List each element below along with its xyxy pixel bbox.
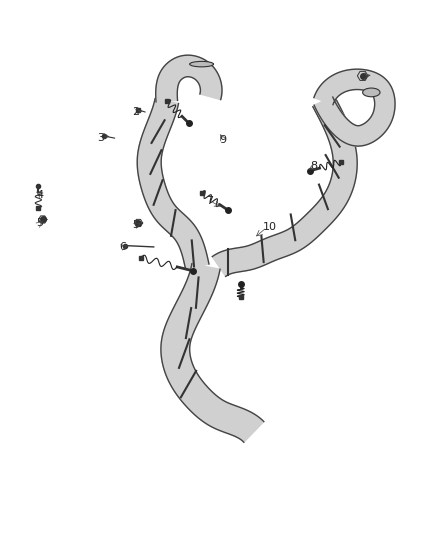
Text: 9: 9: [219, 135, 226, 146]
Text: 5: 5: [36, 218, 43, 228]
Text: 8: 8: [311, 161, 318, 172]
Polygon shape: [156, 55, 222, 102]
Ellipse shape: [190, 61, 214, 67]
Polygon shape: [161, 264, 264, 442]
Text: 5: 5: [132, 220, 139, 230]
Text: 10: 10: [262, 222, 276, 232]
Text: 1: 1: [358, 72, 365, 82]
Text: 7: 7: [206, 196, 213, 206]
Ellipse shape: [363, 88, 380, 97]
Polygon shape: [137, 99, 209, 269]
Text: 2: 2: [132, 107, 139, 117]
Text: 6: 6: [119, 242, 126, 252]
Polygon shape: [314, 69, 395, 146]
Polygon shape: [212, 95, 357, 277]
Text: 3: 3: [97, 133, 104, 143]
Text: 4: 4: [36, 190, 43, 200]
